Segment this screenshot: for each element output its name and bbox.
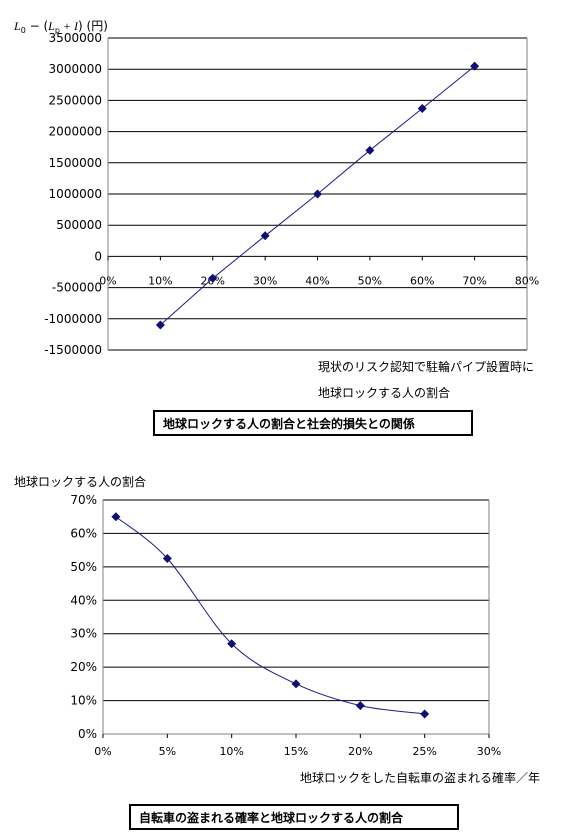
chart-caption: 地球ロックする人の割合と社会的損失との関係	[153, 410, 473, 436]
x-tick-label: 30%	[253, 274, 277, 287]
y-tick-label: 10%	[70, 694, 97, 708]
data-point	[162, 554, 172, 563]
y-tick-label: 3000000	[49, 62, 102, 76]
data-point	[365, 145, 375, 155]
x-tick-label: 10%	[148, 274, 172, 287]
x-tick-label: 15%	[284, 745, 308, 758]
chart-caption: 自転車の盗まれる確率と地球ロックする人の割合	[129, 804, 459, 830]
y-tick-label: -1000000	[44, 312, 102, 326]
x-tick-label: 70%	[462, 274, 486, 287]
y-tick-label: -500000	[52, 281, 102, 295]
y-tick-label: 1500000	[49, 156, 102, 170]
x-tick-label: 0%	[94, 745, 111, 758]
data-point	[155, 320, 165, 330]
y-tick-label: 30%	[70, 627, 97, 641]
x-tick-label: 50%	[358, 274, 382, 287]
x-axis-label: 地球ロックをした自転車の盗まれる確率／年	[300, 770, 540, 785]
x-tick-label: 80%	[515, 274, 539, 287]
x-tick-label: 5%	[159, 745, 176, 758]
y-tick-label: 2000000	[49, 125, 102, 139]
data-point	[470, 61, 480, 71]
y-axis-label: 地球ロックする人の割合	[14, 474, 146, 489]
data-point	[417, 104, 427, 114]
x-tick-label: 40%	[305, 274, 329, 287]
y-tick-label: -1500000	[44, 343, 102, 357]
data-point	[313, 189, 322, 199]
data-point	[355, 701, 365, 711]
x-axis-label-line-1: 現状のリスク認知で駐輪パイプ設置時に	[318, 359, 534, 374]
y-tick-label: 500000	[56, 218, 102, 232]
x-tick-label: 25%	[412, 745, 436, 758]
data-point	[208, 273, 218, 283]
chart-theft-probability: 地球ロックする人の割合 70% 60% 50% 40% 30% 20% 10% 0% 0% 5% 1…	[14, 474, 540, 785]
data-point	[420, 709, 430, 719]
y-tick-label: 40%	[70, 593, 97, 607]
y-tick-label: 1000000	[49, 187, 102, 201]
plot-area: 3500000 3000000 2500000 2000000 1500000 10000…	[44, 31, 539, 357]
data-point	[227, 639, 237, 649]
y-axis-label: L0 − (Lp + I) (円)	[13, 19, 108, 35]
x-tick-label: 60%	[410, 274, 434, 287]
data-point	[291, 679, 301, 689]
y-tick-label: 60%	[70, 526, 97, 540]
plot-area: 70% 60% 50% 40% 30% 20% 10% 0% 0% 5% 10% 15% 20% 25% 3…	[70, 493, 501, 758]
data-point	[111, 512, 121, 522]
y-tick-label: 0%	[78, 727, 97, 741]
x-tick-label: 10%	[219, 745, 243, 758]
x-tick-label: 0%	[99, 274, 116, 287]
x-axis-label-line-2: 地球ロックする人の割合	[318, 385, 450, 400]
x-tick-label: 20%	[348, 745, 372, 758]
y-tick-label: 50%	[70, 560, 97, 574]
y-tick-label: 70%	[70, 493, 97, 507]
series-line	[115, 516, 425, 715]
y-tick-label: 2500000	[49, 93, 102, 107]
y-tick-label: 0	[94, 249, 102, 263]
chart-social-loss: L0 − (Lp + I) (円) 3500000 3000000 2500000 2…	[13, 19, 539, 400]
data-point	[260, 231, 270, 241]
y-tick-label: 20%	[70, 660, 97, 674]
y-tick-label: 3500000	[49, 31, 102, 45]
x-tick-label: 30%	[477, 745, 501, 758]
